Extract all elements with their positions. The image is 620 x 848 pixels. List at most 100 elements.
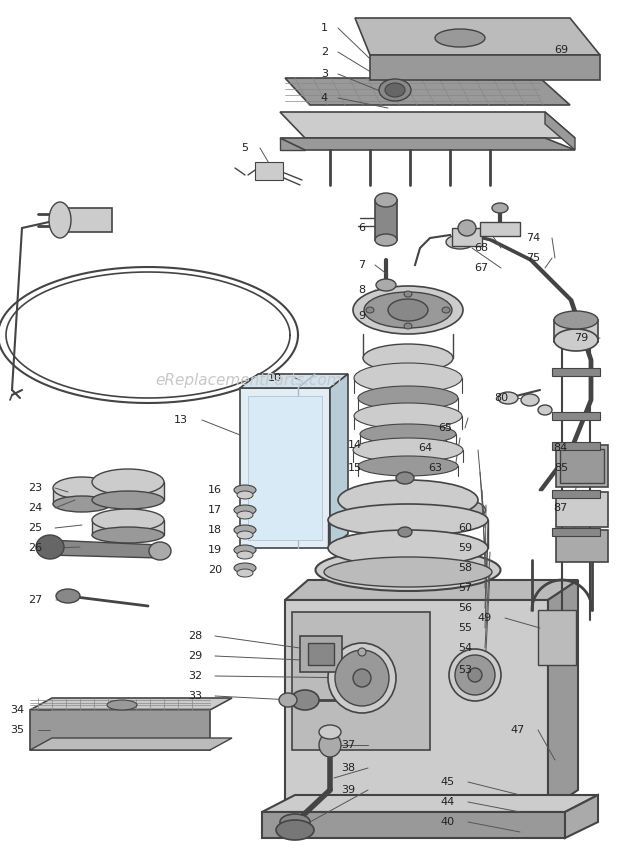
Polygon shape (330, 374, 348, 548)
Ellipse shape (36, 535, 64, 559)
Polygon shape (30, 710, 210, 750)
Polygon shape (548, 580, 578, 810)
Text: 13: 13 (174, 415, 188, 425)
Polygon shape (355, 18, 600, 55)
Ellipse shape (468, 668, 482, 682)
Ellipse shape (234, 505, 256, 515)
Ellipse shape (498, 392, 518, 404)
Text: 18: 18 (208, 525, 222, 535)
Ellipse shape (234, 525, 256, 535)
Ellipse shape (107, 700, 137, 710)
Text: 56: 56 (458, 603, 472, 613)
Ellipse shape (375, 234, 397, 246)
Ellipse shape (237, 531, 253, 539)
Ellipse shape (375, 193, 397, 207)
Text: 27: 27 (28, 595, 42, 605)
Ellipse shape (330, 493, 485, 527)
Ellipse shape (458, 220, 476, 236)
Bar (255, 162, 283, 180)
Ellipse shape (279, 693, 297, 707)
Polygon shape (552, 412, 600, 420)
Text: 64: 64 (418, 443, 432, 453)
Text: 8: 8 (358, 285, 365, 295)
Ellipse shape (353, 286, 463, 334)
Text: 39: 39 (341, 785, 355, 795)
Bar (92, 520, 164, 535)
Text: 37: 37 (341, 740, 355, 750)
Text: 54: 54 (458, 643, 472, 653)
Ellipse shape (376, 279, 396, 291)
Text: 67: 67 (474, 263, 488, 273)
Text: 47: 47 (511, 725, 525, 735)
Text: 87: 87 (554, 503, 568, 513)
Text: 45: 45 (441, 777, 455, 787)
Text: 35: 35 (10, 725, 24, 735)
Ellipse shape (328, 530, 488, 566)
Polygon shape (370, 55, 600, 80)
Ellipse shape (398, 527, 412, 537)
Text: 5: 5 (241, 143, 248, 153)
Text: 4: 4 (321, 93, 328, 103)
Text: 40: 40 (441, 817, 455, 827)
Polygon shape (262, 795, 598, 812)
Text: 23: 23 (28, 483, 42, 493)
Polygon shape (285, 78, 570, 105)
Polygon shape (545, 112, 575, 150)
Text: 14: 14 (348, 440, 362, 450)
Bar (53, 488, 111, 504)
Polygon shape (552, 528, 600, 536)
Ellipse shape (358, 386, 458, 410)
Polygon shape (565, 795, 598, 838)
Text: 3: 3 (321, 69, 328, 79)
Bar (452, 228, 482, 246)
Ellipse shape (358, 648, 366, 656)
Text: 10: 10 (268, 373, 282, 383)
Text: 75: 75 (526, 253, 540, 263)
Ellipse shape (435, 29, 485, 47)
Text: 15: 15 (348, 463, 362, 473)
Text: 1: 1 (321, 23, 328, 33)
Polygon shape (280, 138, 305, 150)
Bar (556, 530, 608, 562)
Ellipse shape (379, 79, 411, 101)
Bar (538, 610, 576, 665)
Ellipse shape (388, 299, 428, 321)
Ellipse shape (92, 491, 164, 509)
Bar (308, 643, 334, 665)
Ellipse shape (328, 504, 488, 536)
Ellipse shape (92, 527, 164, 543)
Ellipse shape (335, 650, 389, 706)
Ellipse shape (404, 291, 412, 297)
Ellipse shape (404, 323, 412, 329)
Ellipse shape (234, 563, 256, 573)
Ellipse shape (49, 202, 71, 238)
Polygon shape (240, 374, 348, 388)
Bar (300, 636, 342, 672)
Text: 28: 28 (188, 631, 202, 641)
Bar (92, 482, 164, 500)
Text: 79: 79 (574, 333, 588, 343)
Text: 32: 32 (188, 671, 202, 681)
Ellipse shape (554, 311, 598, 329)
Ellipse shape (92, 509, 164, 531)
Text: 59: 59 (458, 543, 472, 553)
Ellipse shape (353, 669, 371, 687)
Ellipse shape (276, 820, 314, 840)
Bar (556, 445, 608, 487)
Polygon shape (58, 208, 112, 232)
Text: 58: 58 (458, 563, 472, 573)
Ellipse shape (360, 424, 456, 444)
Text: 25: 25 (28, 523, 42, 533)
Ellipse shape (442, 307, 450, 313)
Ellipse shape (237, 551, 253, 559)
Bar (375, 200, 397, 240)
Ellipse shape (234, 485, 256, 495)
Text: 57: 57 (458, 583, 472, 593)
Text: 38: 38 (341, 763, 355, 773)
Polygon shape (292, 612, 430, 750)
Ellipse shape (237, 491, 253, 499)
Ellipse shape (234, 545, 256, 555)
Ellipse shape (324, 557, 492, 587)
Text: 63: 63 (428, 463, 442, 473)
Text: 34: 34 (10, 705, 24, 715)
